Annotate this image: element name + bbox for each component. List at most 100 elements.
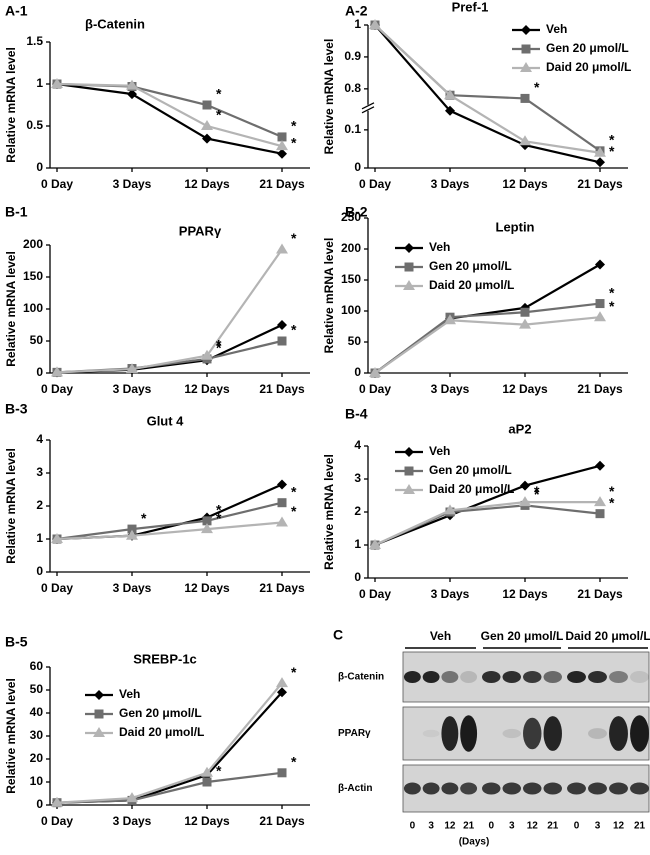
series-line bbox=[374, 316, 601, 374]
band bbox=[422, 782, 440, 795]
chart-title: Pref-1 bbox=[452, 0, 489, 14]
lane-label: 12 bbox=[613, 821, 625, 832]
panel-label: C bbox=[333, 627, 343, 643]
marker bbox=[93, 727, 105, 737]
marker bbox=[519, 318, 531, 329]
band bbox=[543, 671, 562, 683]
significance-mark: * bbox=[609, 494, 615, 510]
series-line bbox=[56, 82, 283, 148]
marker bbox=[202, 516, 212, 526]
significance-mark: * bbox=[609, 143, 615, 159]
marker bbox=[51, 533, 63, 543]
x-tick-label: 0 Day bbox=[359, 382, 391, 396]
band bbox=[567, 671, 586, 683]
x-tick-label: 21 Days bbox=[577, 587, 623, 601]
band bbox=[460, 782, 478, 795]
y-tick-label: 1.5 bbox=[26, 34, 43, 48]
series-line bbox=[374, 464, 601, 547]
marker bbox=[277, 336, 287, 346]
band bbox=[441, 671, 459, 683]
chart-title: PPARγ bbox=[179, 223, 222, 238]
legend-label: Veh bbox=[546, 22, 567, 36]
marker bbox=[202, 777, 212, 787]
y-tick-label: 40 bbox=[30, 705, 44, 719]
x-tick-label: 21 Days bbox=[259, 382, 305, 396]
y-axis-label: Relative mRNA level bbox=[4, 47, 18, 163]
marker bbox=[277, 132, 287, 142]
y-tick-label: 2 bbox=[36, 498, 43, 512]
chart-title: SREBP-1c bbox=[133, 651, 197, 666]
chart-title: Glut 4 bbox=[147, 413, 185, 428]
marker bbox=[594, 496, 606, 507]
y-tick-label: 0.5 bbox=[26, 118, 43, 132]
marker bbox=[94, 690, 104, 700]
series-line bbox=[374, 24, 601, 164]
marker bbox=[594, 146, 606, 157]
band bbox=[609, 671, 628, 683]
series-line bbox=[56, 82, 283, 138]
y-axis-label: Relative mRNA level bbox=[4, 251, 18, 367]
x-tick-label: 3 Days bbox=[431, 382, 470, 396]
marker bbox=[277, 479, 287, 490]
marker bbox=[127, 524, 137, 534]
y-tick-label: 50 bbox=[30, 333, 44, 347]
y-tick-label: 50 bbox=[30, 682, 44, 696]
significance-mark: * bbox=[291, 483, 297, 499]
y-axis-label: Relative mRNA level bbox=[4, 448, 18, 564]
significance-mark: * bbox=[609, 483, 615, 499]
panel-label: B-4 bbox=[345, 406, 368, 422]
x-tick-label: 3 Days bbox=[113, 382, 152, 396]
marker bbox=[369, 367, 381, 377]
band bbox=[403, 782, 421, 795]
band bbox=[543, 716, 562, 751]
marker bbox=[127, 89, 137, 100]
x-tick-label: 12 Days bbox=[502, 177, 548, 191]
band bbox=[403, 671, 421, 683]
panel-label: B-1 bbox=[5, 204, 28, 220]
y-tick-label: 4 bbox=[36, 432, 43, 446]
y-tick-label: 0 bbox=[36, 797, 43, 811]
x-tick-label: 0 Day bbox=[359, 177, 391, 191]
legend-label: Veh bbox=[119, 687, 140, 701]
panel: B-2 Leptin Relative mRNA level 0 50 100 150 200… bbox=[322, 204, 628, 396]
band bbox=[422, 671, 440, 683]
significance-mark: * bbox=[609, 132, 615, 148]
marker bbox=[51, 366, 63, 377]
series-line bbox=[374, 504, 601, 547]
legend-label: Gen 20 μmol/L bbox=[429, 259, 512, 273]
marker bbox=[126, 363, 138, 374]
significance-mark: * bbox=[216, 340, 222, 356]
y-axis-label: Relative mRNA level bbox=[322, 238, 336, 354]
chart-title: β-Catenin bbox=[85, 16, 145, 31]
significance-mark: * bbox=[141, 510, 147, 526]
marker bbox=[403, 280, 415, 290]
panel: A-1 β-Catenin Relative mRNA level 0 0.5 1 1.5 0… bbox=[4, 3, 310, 191]
y-axis-label: Relative mRNA level bbox=[322, 39, 336, 155]
marker bbox=[201, 120, 213, 130]
marker bbox=[202, 133, 212, 144]
y-tick-label: 200 bbox=[23, 237, 43, 251]
y-tick-label: 2 bbox=[354, 504, 361, 518]
y-tick-label: 3 bbox=[36, 465, 43, 479]
band bbox=[523, 671, 542, 683]
significance-mark: * bbox=[216, 502, 222, 518]
marker bbox=[277, 768, 287, 778]
marker bbox=[277, 320, 287, 330]
row-label: β-Catenin bbox=[338, 672, 384, 683]
legend-label: Gen 20 μmol/L bbox=[119, 706, 202, 720]
marker bbox=[202, 100, 212, 110]
band bbox=[422, 729, 440, 738]
marker bbox=[276, 516, 288, 527]
panel-label: B-2 bbox=[345, 204, 368, 220]
marker bbox=[594, 311, 606, 322]
marker bbox=[444, 314, 456, 325]
legend-label: Veh bbox=[429, 444, 450, 458]
y-tick-label: 0 bbox=[36, 160, 43, 174]
legend-label: Daid 20 μmol/L bbox=[546, 60, 631, 74]
legend-label: Daid 20 μmol/L bbox=[429, 482, 514, 496]
x-tick-label: 12 Days bbox=[184, 581, 230, 595]
band bbox=[502, 728, 521, 739]
band bbox=[502, 782, 521, 795]
band bbox=[441, 782, 459, 795]
y-tick-label: 4 bbox=[354, 438, 361, 452]
